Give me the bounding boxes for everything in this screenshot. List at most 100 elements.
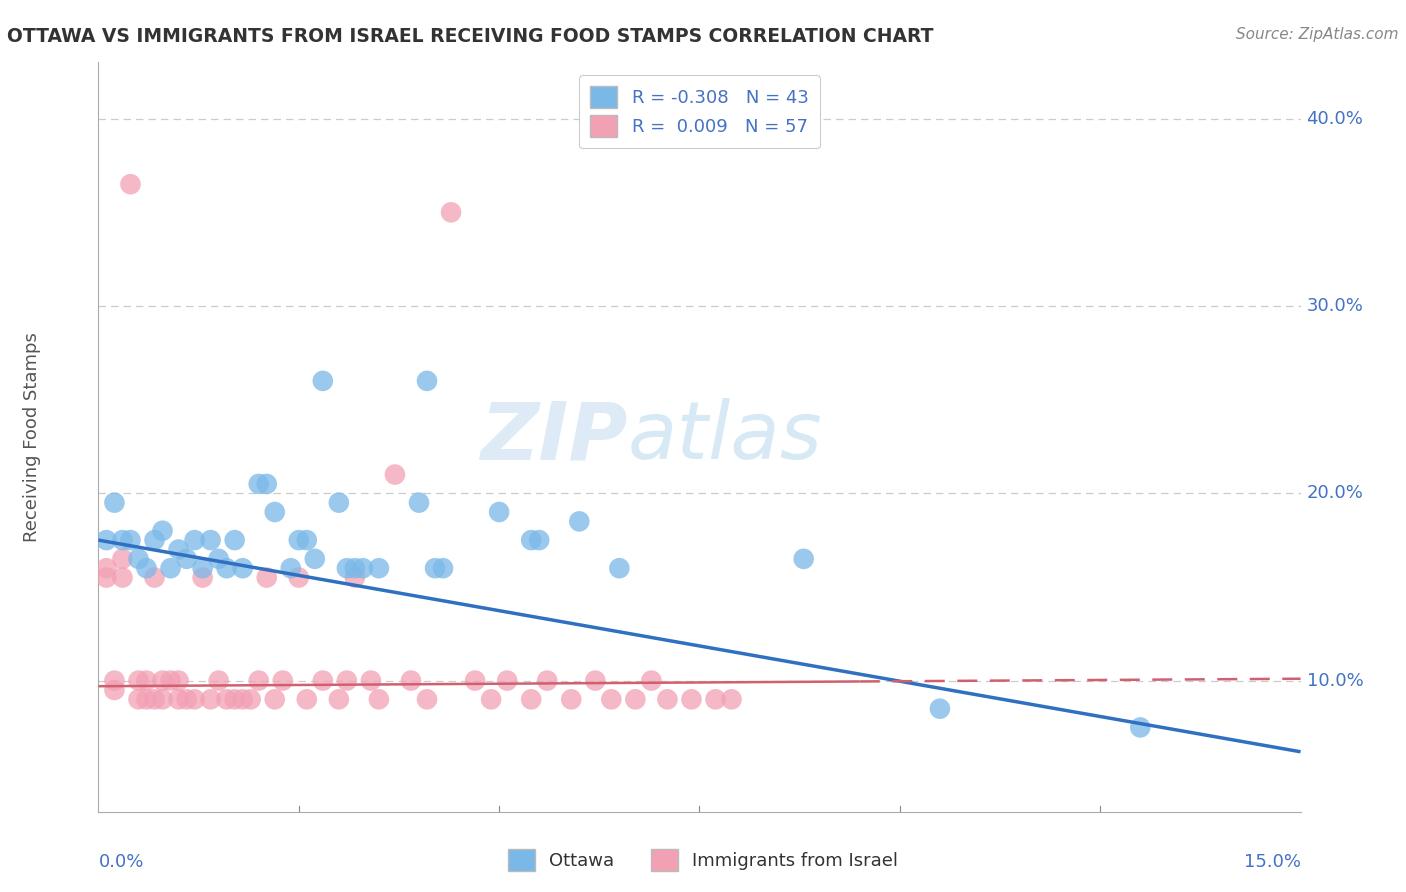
Point [128,551,150,566]
Point [609,561,631,575]
Point [200,533,222,548]
Point [336,561,359,575]
Point [488,505,510,519]
Point [120,533,142,548]
Point [479,692,502,706]
Text: 0.0%: 0.0% [98,853,143,871]
Point [288,533,311,548]
Point [263,692,285,706]
Point [183,692,205,706]
Point [312,673,335,688]
Point [720,692,742,706]
Point [416,374,439,388]
Text: 15.0%: 15.0% [1243,853,1301,871]
Point [191,561,214,575]
Text: 20.0%: 20.0% [1306,484,1364,502]
Point [152,692,174,706]
Point [657,692,679,706]
Point [120,178,142,192]
Point [135,692,157,706]
Point [583,673,606,688]
Point [343,571,366,585]
Point [328,496,350,510]
Point [384,467,406,482]
Point [295,692,318,706]
Point [328,692,350,706]
Point [256,477,278,491]
Point [215,692,238,706]
Point [208,673,231,688]
Point [96,571,118,585]
Text: 30.0%: 30.0% [1306,297,1364,315]
Point [135,561,157,575]
Point [224,533,246,548]
Point [464,673,486,688]
Point [128,673,150,688]
Point [536,673,558,688]
Point [681,692,703,706]
Point [103,673,125,688]
Point [152,524,174,538]
Point [215,561,238,575]
Text: 10.0%: 10.0% [1306,672,1364,690]
Point [704,692,727,706]
Point [239,692,262,706]
Point [295,533,318,548]
Point [135,673,157,688]
Point [232,692,254,706]
Point [624,692,647,706]
Point [176,551,198,566]
Point [103,683,125,698]
Point [247,477,270,491]
Point [360,673,382,688]
Point [200,692,222,706]
Legend: R = -0.308   N = 43, R =  0.009   N = 57: R = -0.308 N = 43, R = 0.009 N = 57 [579,75,820,148]
Point [336,673,359,688]
Point [128,692,150,706]
Point [263,505,285,519]
Point [368,561,391,575]
Point [432,561,454,575]
Point [176,692,198,706]
Legend: Ottawa, Immigrants from Israel: Ottawa, Immigrants from Israel [501,842,905,879]
Text: 40.0%: 40.0% [1306,110,1364,128]
Point [232,561,254,575]
Point [256,571,278,585]
Point [408,496,430,510]
Point [167,542,190,557]
Point [568,514,591,528]
Point [929,701,952,715]
Text: Receiving Food Stamps: Receiving Food Stamps [24,332,41,542]
Point [352,561,374,575]
Point [271,673,294,688]
Point [793,551,815,566]
Point [111,533,134,548]
Point [143,571,166,585]
Text: Source: ZipAtlas.com: Source: ZipAtlas.com [1236,27,1399,42]
Text: OTTAWA VS IMMIGRANTS FROM ISRAEL RECEIVING FOOD STAMPS CORRELATION CHART: OTTAWA VS IMMIGRANTS FROM ISRAEL RECEIVI… [7,27,934,45]
Point [600,692,623,706]
Point [560,692,582,706]
Point [520,533,543,548]
Point [304,551,326,566]
Point [96,533,118,548]
Point [1129,721,1152,735]
Point [143,533,166,548]
Point [103,496,125,510]
Point [640,673,662,688]
Point [111,571,134,585]
Point [159,561,181,575]
Text: ZIP: ZIP [479,398,627,476]
Point [167,692,190,706]
Point [224,692,246,706]
Point [440,205,463,219]
Point [368,692,391,706]
Point [111,551,134,566]
Point [191,571,214,585]
Point [159,673,181,688]
Point [288,571,311,585]
Point [183,533,205,548]
Point [343,561,366,575]
Point [208,551,231,566]
Point [247,673,270,688]
